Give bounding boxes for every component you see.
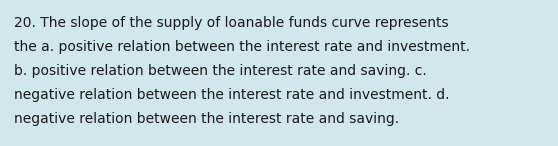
Text: negative relation between the interest rate and investment. d.: negative relation between the interest r…	[14, 88, 450, 102]
Text: 20. The slope of the supply of loanable funds curve represents: 20. The slope of the supply of loanable …	[14, 16, 449, 30]
Text: the a. positive relation between the interest rate and investment.: the a. positive relation between the int…	[14, 40, 470, 54]
Text: negative relation between the interest rate and saving.: negative relation between the interest r…	[14, 112, 399, 126]
Text: b. positive relation between the interest rate and saving. c.: b. positive relation between the interes…	[14, 64, 427, 78]
